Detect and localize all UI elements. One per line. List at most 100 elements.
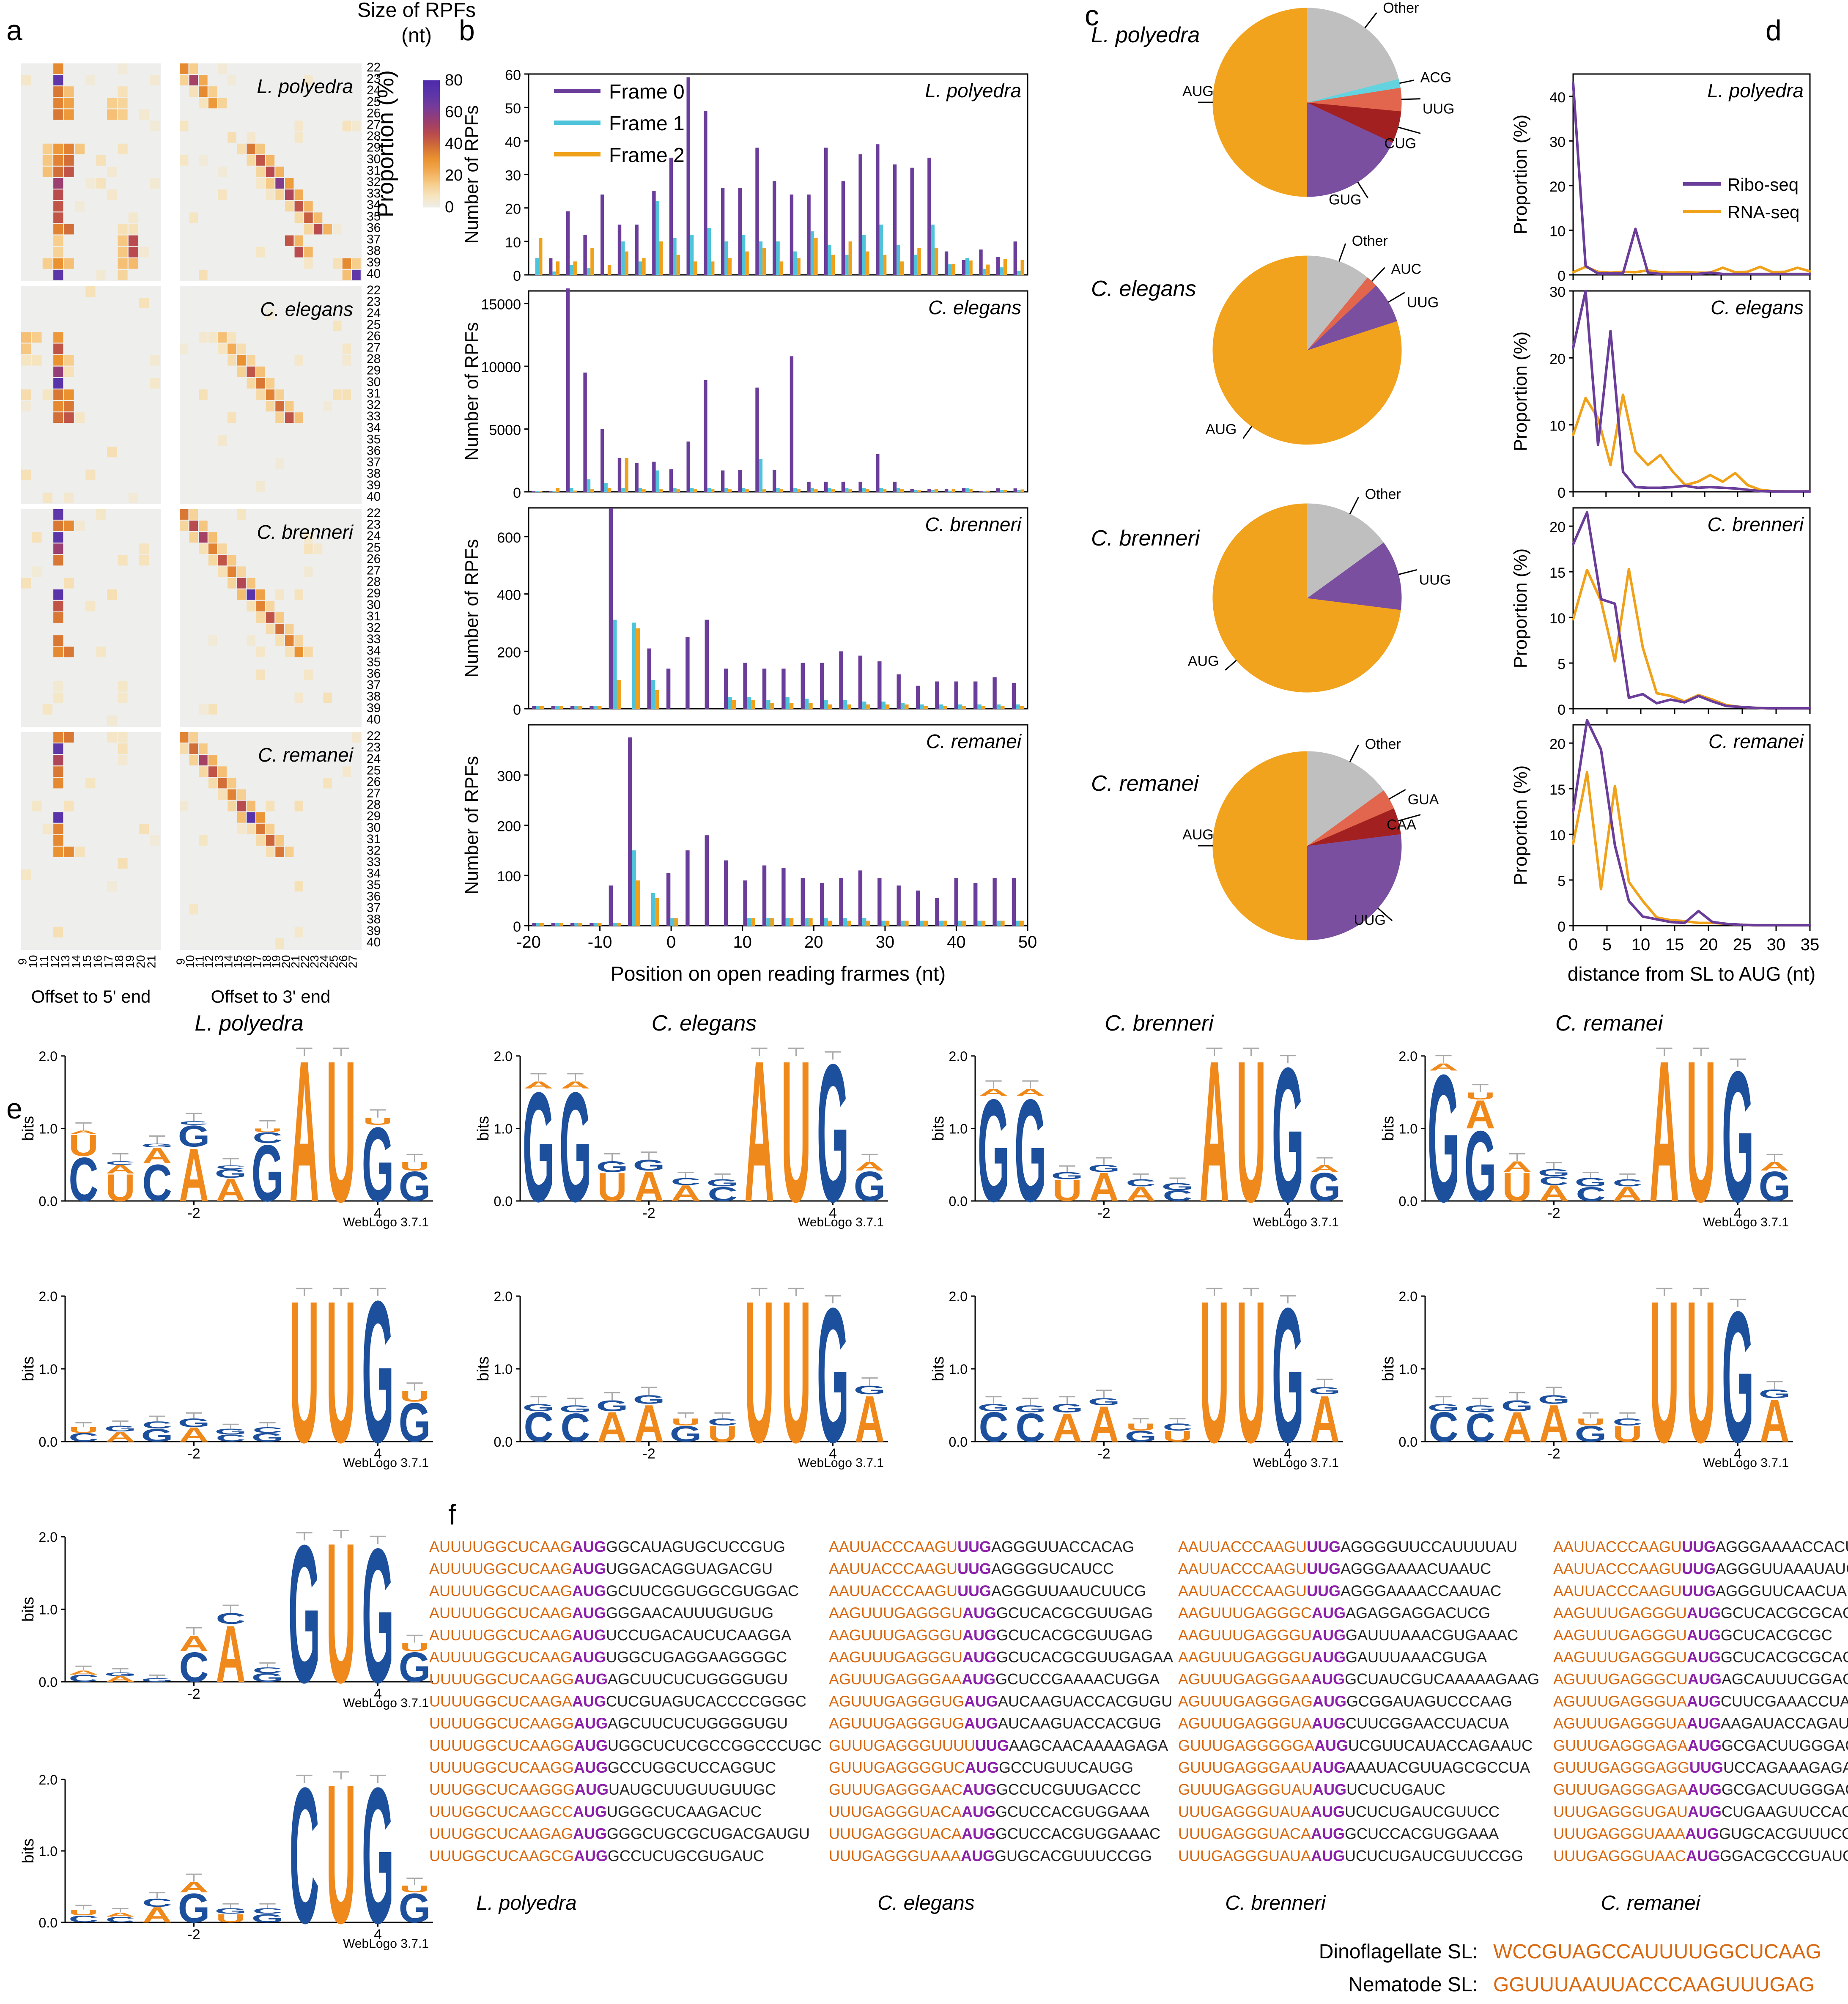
svg-text:2.0: 2.0 (39, 1049, 58, 1064)
svg-text:UUUGGCUCAAGCGAUGGCCUCUGCGUGAUC: UUUGGCUCAAGCGAUGGCCUCUGCGUGAUC (429, 1847, 764, 1864)
svg-text:Other: Other (1365, 486, 1401, 502)
svg-text:1.0: 1.0 (1399, 1362, 1418, 1377)
svg-text:AAGUUUGAGGGUAUGGCUCACGCGCAGA: AAGUUUGAGGGUAUGGCUCACGCGCAGA (1553, 1648, 1848, 1666)
svg-text:L. polyedra: L. polyedra (1091, 23, 1200, 47)
svg-text:AAUUACCCAAGUUUGAGGGUUAAAUAUGAC: AAUUACCCAAGUUUGAGGGUUAAAUAUGACUA (1553, 1560, 1848, 1577)
svg-text:AGUUUGAGGGAAAUGGCUCCGAAAACUGGA: AGUUUGAGGGAAAUGGCUCCGAAAACUGGA (829, 1670, 1160, 1688)
svg-text:C. elegans: C. elegans (260, 298, 353, 320)
svg-text:Offset to 5' end: Offset to 5' end (31, 987, 151, 1006)
svg-text:Frame 0: Frame 0 (609, 81, 685, 103)
svg-text:10: 10 (1631, 935, 1651, 954)
svg-text:GUUUGAGGGAACAUGGCCUCGUUGACCC: GUUUGAGGGAACAUGGCCUCGUUGACCC (829, 1781, 1141, 1798)
svg-text:AGUUUGAGGGUGAUGAUCAAGUACCACGUG: AGUUUGAGGGUGAUGAUCAAGUACCACGUG (829, 1715, 1161, 1732)
svg-text:CAA: CAA (1387, 817, 1416, 833)
svg-text:AGUUUGAGGGUAAUGCUUCGGAACCUACUA: AGUUUGAGGGUAAUGCUUCGGAACCUACUA (1178, 1715, 1509, 1732)
svg-text:Ribo-seq: Ribo-seq (1727, 175, 1799, 195)
svg-text:10: 10 (505, 235, 521, 251)
svg-text:300: 300 (497, 768, 521, 784)
svg-text:Frame 2: Frame 2 (609, 144, 685, 167)
svg-text:GUA: GUA (1408, 792, 1439, 808)
svg-text:50: 50 (1018, 933, 1037, 951)
svg-text:20: 20 (804, 933, 823, 951)
svg-text:10000: 10000 (481, 359, 521, 376)
svg-text:UUG: UUG (1419, 572, 1451, 588)
svg-text:CUG: CUG (1385, 135, 1417, 151)
svg-text:UUUGAGGGUAUAAUGUCUCUGAUCGUUCC: UUUGAGGGUAUAAUGUCUCUGAUCGUUCC (1178, 1803, 1500, 1820)
svg-text:30: 30 (1549, 284, 1566, 300)
svg-text:AGUUUGAGGGCUAUGAGCAUUUCGGAGAC: AGUUUGAGGGCUAUGAGCAUUUCGGAGAC (1553, 1670, 1848, 1688)
svg-text:0: 0 (513, 702, 521, 718)
svg-text:20: 20 (1549, 736, 1566, 752)
svg-text:GUUUGAGGGAAUAUGAAAUACGUUAGCGCC: GUUUGAGGGAAUAUGAAAUACGUUAGCGCCUA (1178, 1759, 1530, 1776)
svg-text:WCCGUAGCCAUUUUGGCUCAAG: WCCGUAGCCAUUUUGGCUCAAG (1493, 1941, 1821, 1963)
svg-text:UUUGAGGGUACAAUGGCUCCACGUGGAAA: UUUGAGGGUACAAUGGCUCCACGUGGAAA (829, 1803, 1149, 1820)
svg-text:UUUGAGGGUAACAUGGGACGCCGUAUCCGU: UUUGAGGGUAACAUGGGACGCCGUAUCCGU (1553, 1847, 1848, 1864)
svg-text:AAUUACCCAAGUUUGAGGGGUCAUCC: AAUUACCCAAGUUUGAGGGGUCAUCC (829, 1560, 1114, 1577)
svg-text:2.0: 2.0 (949, 1289, 968, 1304)
svg-text:UUUUGGCUCAAGGAUGAGCUUCUCUGGGGU: UUUUGGCUCAAGGAUGAGCUUCUCUGGGGUGU (429, 1670, 788, 1688)
svg-text:AUG: AUG (1206, 422, 1237, 438)
svg-text:Proportion (%): Proportion (%) (1510, 332, 1531, 452)
svg-text:1.0: 1.0 (39, 1844, 58, 1859)
svg-text:0: 0 (1557, 485, 1566, 501)
svg-text:C. remanei: C. remanei (926, 730, 1022, 752)
svg-text:C. remanei: C. remanei (1708, 730, 1804, 752)
svg-text:AUUUUGGCUCAAGAUGUGGCUGAGGAAGGG: AUUUUGGCUCAAGAUGUGGCUGAGGAAGGGGC (429, 1648, 787, 1666)
svg-text:2.0: 2.0 (39, 1289, 58, 1304)
svg-text:G: G (1162, 1181, 1194, 1193)
svg-text:AAUUACCCAAGUUUGAGGGUUACCACAG: AAUUACCCAAGUUUGAGGGUUACCACAG (829, 1538, 1134, 1555)
svg-text:Nematode SL:: Nematode SL: (1348, 1974, 1478, 1996)
svg-text:Other: Other (1365, 736, 1401, 752)
svg-text:AUUUUGGCUCAAGAUGUCCUGACAUCUCAA: AUUUUGGCUCAAGAUGUCCUGACAUCUCAAGGA (429, 1626, 791, 1644)
svg-text:L. polyedra: L. polyedra (195, 1011, 303, 1036)
svg-text:Offset to 3' end: Offset to 3' end (211, 987, 331, 1006)
svg-text:UUUGAGGGUGAUAUGCUGAAGUUCCACGUG: UUUGAGGGUGAUAUGCUGAAGUUCCACGUGU (1553, 1803, 1848, 1820)
svg-text:UUUUGGCUCAAGAAUGCUCGUAGUCACCCC: UUUUGGCUCAAGAAUGCUCGUAGUCACCCCGGGC (429, 1692, 806, 1710)
svg-text:C. brenneri: C. brenneri (257, 521, 354, 543)
svg-text:f: f (448, 1499, 456, 1531)
svg-text:AAGUUUGAGGGUAUGGCUCACGCGCAGAGA: AAGUUUGAGGGUAUGGCUCACGCGCAGAGAA (1553, 1604, 1848, 1622)
svg-text:20: 20 (505, 201, 521, 217)
svg-text:0: 0 (1557, 702, 1566, 718)
svg-text:L. polyedra: L. polyedra (476, 1892, 577, 1914)
svg-text:1.0: 1.0 (39, 1602, 58, 1617)
svg-text:0.0: 0.0 (949, 1194, 968, 1209)
svg-text:1.0: 1.0 (39, 1121, 58, 1137)
svg-text:UUUUGGCUCAAGGAUGGCCUGGCUCCAGGU: UUUUGGCUCAAGGAUGGCCUGGCUCCAGGUC (429, 1759, 776, 1776)
svg-text:WebLogo 3.7.1: WebLogo 3.7.1 (343, 1456, 429, 1470)
svg-text:Dinoflagellate SL:: Dinoflagellate SL: (1319, 1941, 1478, 1963)
svg-text:A: A (1310, 1163, 1339, 1174)
svg-text:UUUGAGGGUAAAAUGGUGCACGUUUCCG: UUUGAGGGUAAAAUGGUGCACGUUUCCG (1553, 1825, 1848, 1842)
svg-text:15000: 15000 (481, 297, 521, 313)
svg-text:AGUUUGAGGGAGAUGGCGGAUAGUCCCAAG: AGUUUGAGGGAGAUGGCGGAUAGUCCCAAG (1178, 1692, 1512, 1710)
svg-text:2.0: 2.0 (949, 1049, 968, 1064)
svg-text:20: 20 (1549, 351, 1566, 367)
svg-text:2.0: 2.0 (39, 1530, 58, 1545)
svg-text:G: G (1538, 1168, 1570, 1179)
svg-text:a: a (6, 14, 22, 47)
svg-text:bits: bits (474, 1116, 492, 1141)
svg-text:AGUUUGAGGGUAAUGCUUCGAAACCUAUU: AGUUUGAGGGUAAUGCUUCGAAACCUAUU (1553, 1692, 1848, 1710)
svg-text:50: 50 (505, 101, 521, 117)
svg-text:bits: bits (929, 1116, 947, 1141)
svg-text:L. polyedra: L. polyedra (925, 80, 1021, 101)
svg-text:Number of RPFs: Number of RPFs (461, 756, 482, 895)
svg-text:AAUUACCCAAGUUUGAGGGUUCAACUAUG: AAUUACCCAAGUUUGAGGGUUCAACUAUG (1553, 1582, 1848, 1599)
svg-text:bits: bits (19, 1838, 37, 1863)
svg-text:40: 40 (367, 267, 381, 281)
svg-text:Position on open reading frarm: Position on open reading frarmes (nt) (611, 963, 946, 985)
svg-text:1.0: 1.0 (494, 1121, 513, 1137)
svg-text:UUG: UUG (1354, 912, 1386, 928)
svg-text:AAUUACCCAAGUUUGAGGGAAAACCAAUAC: AAUUACCCAAGUUUGAGGGAAAACCAAUAC (1178, 1582, 1501, 1599)
svg-text:0.0: 0.0 (1399, 1434, 1418, 1450)
svg-text:UUUGGCUCAAGGGAUGUAUGCUUGUUGUUG: UUUGGCUCAAGGGAUGUAUGCUUGUUGUUGC (429, 1781, 776, 1798)
svg-text:40: 40 (505, 134, 521, 150)
svg-text:UUUGAGGGUAAAAUGGUGCACGUUUCCGG: UUUGAGGGUAAAAUGGUGCACGUUUCCGG (829, 1847, 1152, 1864)
svg-text:10: 10 (733, 933, 752, 951)
svg-text:15: 15 (1665, 935, 1684, 954)
svg-text:WebLogo 3.7.1: WebLogo 3.7.1 (1253, 1215, 1339, 1229)
svg-text:C. elegans: C. elegans (928, 296, 1021, 318)
svg-text:WebLogo 3.7.1: WebLogo 3.7.1 (343, 1215, 429, 1229)
svg-text:Proportion (%): Proportion (%) (1510, 115, 1531, 235)
svg-text:C. brenneri: C. brenneri (1105, 1011, 1214, 1036)
